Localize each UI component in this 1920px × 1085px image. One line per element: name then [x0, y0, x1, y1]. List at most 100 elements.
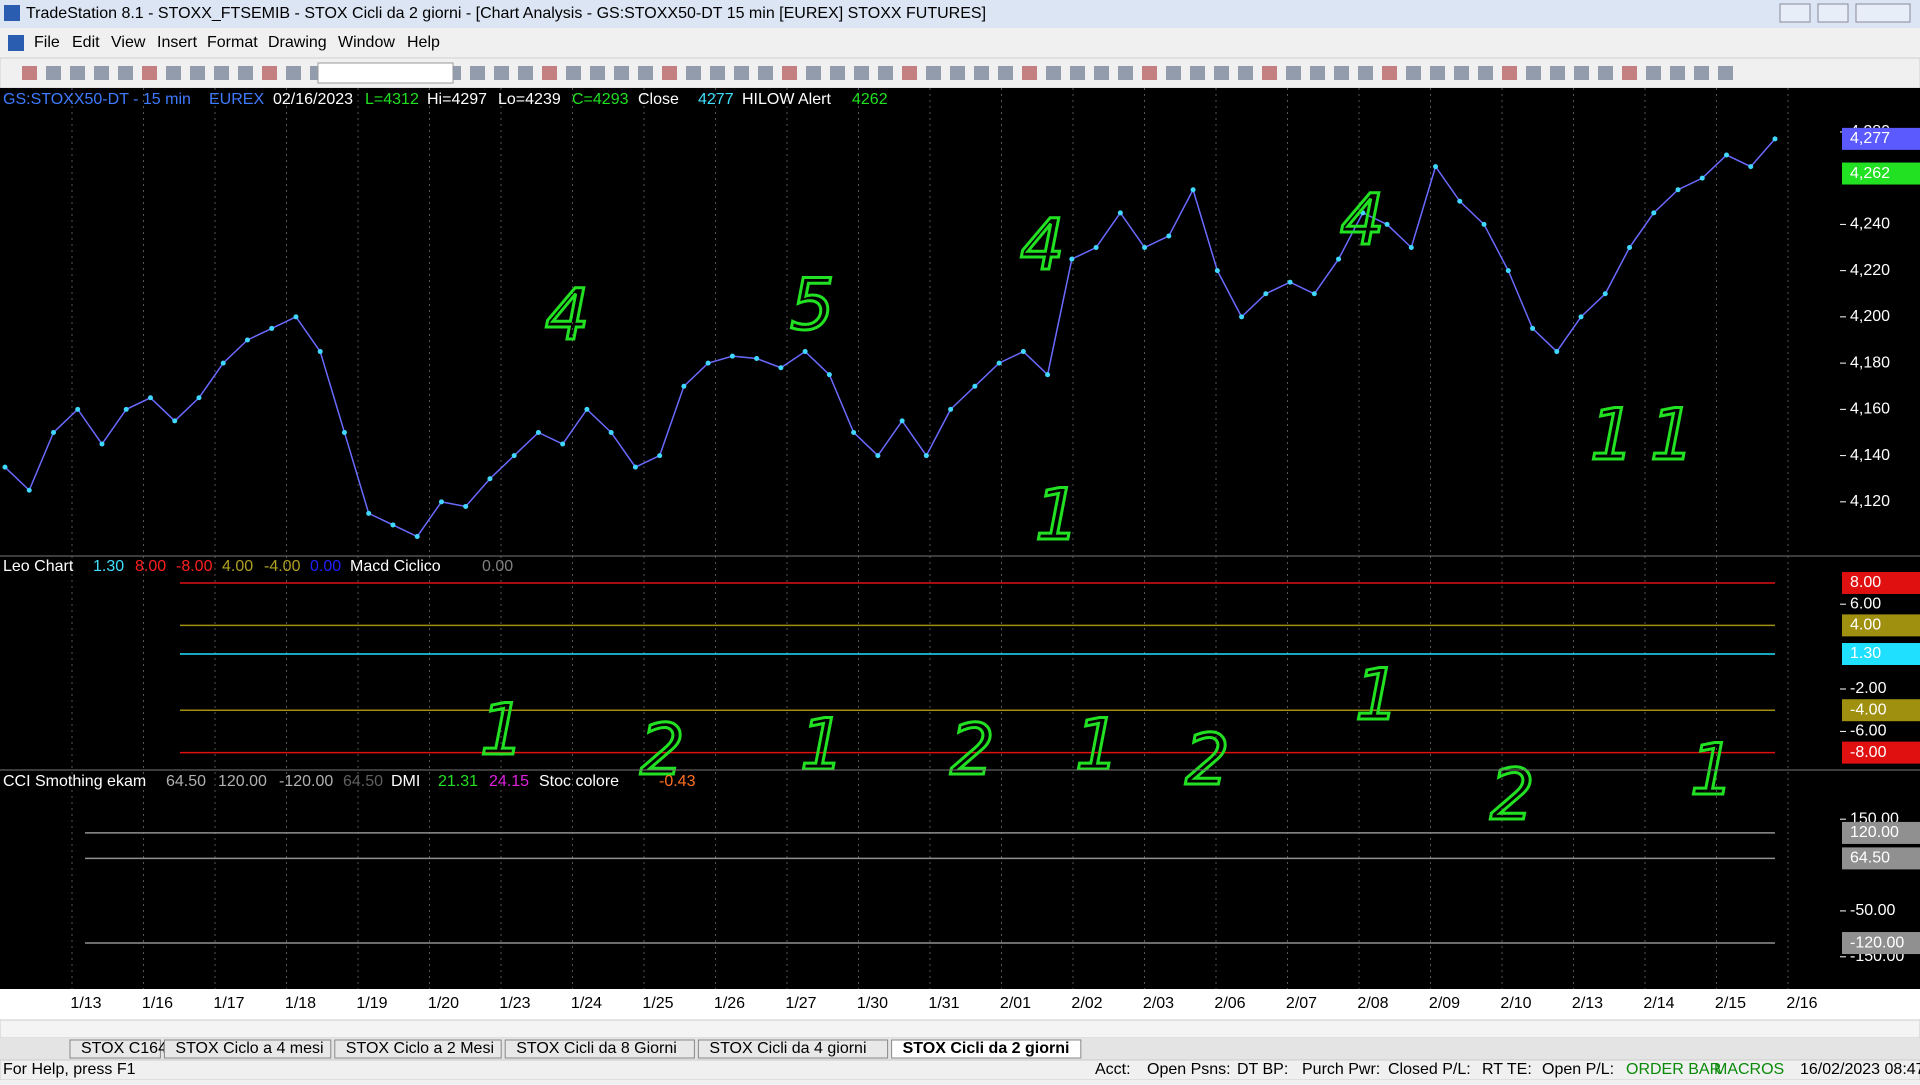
- order-bar[interactable]: ORDER BAR: [1626, 1061, 1721, 1078]
- tool-button[interactable]: [1046, 66, 1061, 80]
- sheet-tab[interactable]: [891, 1039, 1082, 1059]
- tool-button[interactable]: [1550, 66, 1565, 80]
- tool-button[interactable]: [1454, 66, 1469, 80]
- sheet-tab[interactable]: [163, 1039, 332, 1059]
- tool-button[interactable]: [830, 66, 845, 80]
- tool-button[interactable]: [1310, 66, 1325, 80]
- tool-button[interactable]: [1406, 66, 1421, 80]
- tool-button[interactable]: [286, 66, 301, 80]
- y-tick-label: 4,140: [1850, 447, 1890, 464]
- price-point: [463, 503, 469, 509]
- menu-item[interactable]: Insert: [157, 34, 198, 51]
- tool-button[interactable]: [614, 66, 629, 80]
- tool-button[interactable]: [494, 66, 509, 80]
- tool-button[interactable]: [542, 66, 557, 80]
- price-point: [1724, 152, 1730, 158]
- tool-button[interactable]: [470, 66, 485, 80]
- tool-button[interactable]: [94, 66, 109, 80]
- symbol-box[interactable]: [317, 62, 454, 84]
- tool-button[interactable]: [566, 66, 581, 80]
- price-point: [1578, 314, 1584, 320]
- tool-button[interactable]: [1358, 66, 1373, 80]
- panel-header: 120.00: [218, 773, 267, 790]
- tool-button[interactable]: [518, 66, 533, 80]
- tool-button[interactable]: [1334, 66, 1349, 80]
- tool-button[interactable]: [46, 66, 61, 80]
- tool-button[interactable]: [1118, 66, 1133, 80]
- tool-button[interactable]: [166, 66, 181, 80]
- menu-item[interactable]: Edit: [72, 34, 100, 51]
- tool-button[interactable]: [1574, 66, 1589, 80]
- macros[interactable]: MACROS: [1714, 1061, 1784, 1078]
- menu-item[interactable]: File: [34, 34, 60, 51]
- menu-item[interactable]: Window: [338, 34, 395, 51]
- tool-button[interactable]: [238, 66, 253, 80]
- tool-button[interactable]: [686, 66, 701, 80]
- price-point: [1651, 210, 1657, 216]
- tool-button[interactable]: [1022, 66, 1037, 80]
- tool-button[interactable]: [950, 66, 965, 80]
- tool-button[interactable]: [1070, 66, 1085, 80]
- tool-button[interactable]: [1598, 66, 1613, 80]
- tool-button[interactable]: [590, 66, 605, 80]
- price-point: [26, 487, 32, 493]
- sheet-tab[interactable]: [69, 1039, 161, 1059]
- tool-button[interactable]: [1694, 66, 1709, 80]
- sheet-tab[interactable]: [504, 1039, 695, 1059]
- menu-item[interactable]: View: [111, 34, 146, 51]
- tool-button[interactable]: [118, 66, 133, 80]
- tool-button[interactable]: [1622, 66, 1637, 80]
- menu-item[interactable]: Drawing: [268, 34, 327, 51]
- tool-button[interactable]: [1382, 66, 1397, 80]
- tool-button[interactable]: [1214, 66, 1229, 80]
- tool-button[interactable]: [1478, 66, 1493, 80]
- minimize-button[interactable]: [1779, 3, 1811, 23]
- tool-button[interactable]: [806, 66, 821, 80]
- maximize-button[interactable]: [1817, 3, 1849, 23]
- tool-button[interactable]: [734, 66, 749, 80]
- sheet-tab[interactable]: [697, 1039, 889, 1059]
- tool-button[interactable]: [190, 66, 205, 80]
- x-tick-label: 2/03: [1143, 995, 1174, 1012]
- price-point: [972, 383, 978, 389]
- tool-button[interactable]: [998, 66, 1013, 80]
- tool-button[interactable]: [1646, 66, 1661, 80]
- tool-button[interactable]: [974, 66, 989, 80]
- tool-button[interactable]: [1502, 66, 1517, 80]
- menu-item[interactable]: Format: [207, 34, 258, 51]
- tool-button[interactable]: [782, 66, 797, 80]
- tool-button[interactable]: [1166, 66, 1181, 80]
- tool-button[interactable]: [22, 66, 37, 80]
- tool-button[interactable]: [142, 66, 157, 80]
- tool-button[interactable]: [1430, 66, 1445, 80]
- close-button[interactable]: [1855, 3, 1911, 23]
- tool-button[interactable]: [1262, 66, 1277, 80]
- panel-header: -0.43: [659, 773, 696, 790]
- tool-button[interactable]: [926, 66, 941, 80]
- tool-button[interactable]: [854, 66, 869, 80]
- tool-button[interactable]: [1526, 66, 1541, 80]
- scrollbar[interactable]: [0, 1019, 1920, 1039]
- menu-item[interactable]: Help: [407, 34, 440, 51]
- tool-button[interactable]: [70, 66, 85, 80]
- tool-button[interactable]: [878, 66, 893, 80]
- tool-button[interactable]: [1670, 66, 1685, 80]
- tool-button[interactable]: [1286, 66, 1301, 80]
- tool-button[interactable]: [638, 66, 653, 80]
- tool-button[interactable]: [758, 66, 773, 80]
- tool-button[interactable]: [1094, 66, 1109, 80]
- tool-button[interactable]: [902, 66, 917, 80]
- price-point: [1214, 268, 1220, 274]
- tool-button[interactable]: [710, 66, 725, 80]
- tool-button[interactable]: [1238, 66, 1253, 80]
- tool-button[interactable]: [662, 66, 677, 80]
- tool-button[interactable]: [1718, 66, 1733, 80]
- tool-button[interactable]: [1142, 66, 1157, 80]
- tool-button[interactable]: [1190, 66, 1205, 80]
- sheet-tab[interactable]: [334, 1039, 502, 1059]
- tool-button[interactable]: [262, 66, 277, 80]
- price-point: [487, 476, 493, 482]
- x-tick-label: 2/02: [1071, 995, 1102, 1012]
- tool-button[interactable]: [214, 66, 229, 80]
